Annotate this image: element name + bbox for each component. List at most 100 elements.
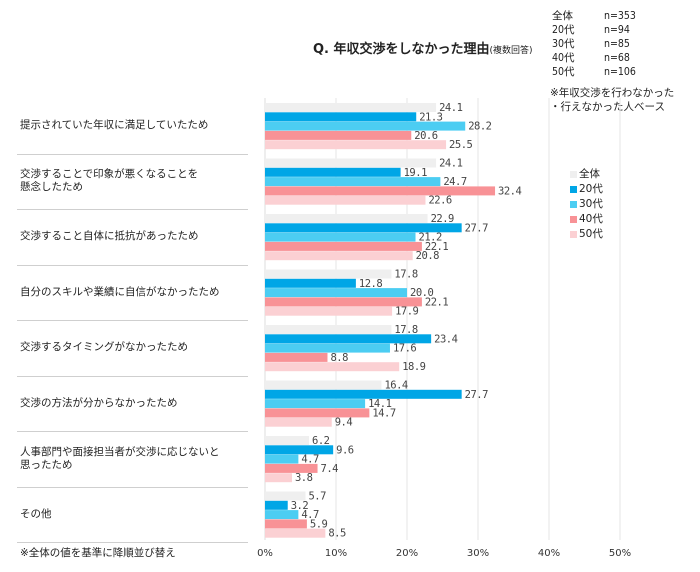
x-tick-label: 20% — [396, 548, 418, 559]
bar-30代 — [265, 177, 441, 187]
legend-item: 30代 — [570, 197, 603, 212]
category-label-text: 交渉すること自体に抵抗があったため — [20, 230, 199, 243]
sample-group: 50代 — [552, 66, 575, 78]
sample-row: 40代 n=68 — [552, 51, 636, 65]
sample-size-table: 全体 n=353 20代 n=94 30代 n=85 40代 n=68 50代 n=106 — [552, 9, 636, 79]
sample-n: n=106 — [604, 66, 636, 78]
sample-n: n=85 — [604, 38, 630, 50]
data-label: 8.8 — [330, 352, 348, 364]
sample-row: 全体 n=353 — [552, 9, 636, 23]
bar-50代 — [265, 362, 400, 372]
base-note: ※年収交渉を行わなかった ・行えなかった人ベース — [550, 86, 674, 114]
category-label: 交渉の方法が分からなかったため — [20, 376, 248, 432]
bar-50代 — [265, 251, 413, 261]
data-label: 24.1 — [439, 158, 462, 170]
data-label: 17.6 — [393, 343, 416, 355]
bar-20代 — [265, 112, 417, 122]
category-label-text: 交渉するタイミングがなかったため — [20, 341, 188, 354]
bar-30代 — [265, 454, 299, 464]
category-label-line: 懸念したため — [20, 181, 83, 194]
data-label: 18.9 — [402, 361, 425, 373]
category-separator — [17, 153, 248, 155]
legend-label: 50代 — [579, 228, 603, 240]
data-label: 5.9 — [310, 518, 328, 530]
bar-30代 — [265, 232, 416, 242]
x-tick-label: 40% — [538, 548, 560, 559]
bar-20代 — [265, 278, 356, 288]
legend-swatch — [570, 186, 577, 193]
legend-swatch — [570, 231, 577, 238]
bar-全体 — [265, 325, 392, 334]
x-tick-label: 30% — [467, 548, 489, 559]
category-label-text: 提示されていた年収に満足していたため — [20, 119, 208, 132]
x-tick-label: 50% — [609, 548, 631, 559]
data-label: 19.1 — [404, 167, 427, 179]
category-separator — [17, 264, 248, 266]
data-label: 17.8 — [394, 324, 417, 336]
data-label: 14.7 — [372, 407, 395, 419]
category-label: 交渉することで印象が悪くなることを 懸念したため — [20, 154, 248, 210]
bar-30代 — [265, 121, 466, 131]
data-label: 20.8 — [416, 250, 439, 262]
base-note-line: ※年収交渉を行わなかった — [550, 87, 675, 99]
category-label: 提示されていた年収に満足していたため — [20, 98, 248, 154]
data-label: 9.4 — [335, 417, 353, 429]
sample-group: 20代 — [552, 24, 575, 36]
legend-label: 30代 — [579, 198, 603, 210]
bar-全体 — [265, 158, 437, 168]
bar-20代 — [265, 223, 462, 233]
data-label: 27.7 — [465, 389, 488, 401]
data-label: 22.6 — [428, 195, 451, 207]
legend-swatch — [570, 216, 577, 223]
data-label: 28.2 — [468, 121, 491, 133]
chart-title-main: Q. 年収交渉をしなかった理由 — [313, 42, 490, 57]
legend-item: 20代 — [570, 182, 603, 197]
data-label: 20.6 — [414, 130, 437, 142]
category-label: その他 — [20, 487, 248, 543]
category-label-line: 交渉することで印象が悪くなることを — [20, 168, 199, 181]
bar-40代 — [265, 352, 328, 362]
category-separator — [17, 375, 248, 377]
legend: 全体 20代 30代 40代 50代 — [570, 167, 603, 242]
data-label: 6.2 — [312, 435, 330, 447]
category-label-line: 思ったため — [20, 458, 73, 471]
category-label-text: 自分のスキルや業績に自信がなかったため — [20, 286, 220, 299]
data-label: 22.1 — [425, 241, 448, 253]
data-label: 21.2 — [419, 232, 442, 244]
chart-title: Q. 年収交渉をしなかった理由(複数回答) — [313, 38, 533, 57]
category-separator — [17, 542, 248, 543]
data-label: 12.8 — [359, 278, 382, 290]
category-separator — [17, 431, 248, 432]
data-label: 25.5 — [449, 139, 472, 151]
category-label-line: 人事部門や面接担当者が交渉に応じないと — [20, 445, 220, 458]
data-label: 3.2 — [291, 500, 309, 512]
bar-20代 — [265, 389, 462, 399]
data-label: 22.1 — [425, 296, 448, 308]
data-label: 4.7 — [301, 509, 319, 521]
category-separator — [17, 486, 248, 488]
sample-group: 全体 — [552, 10, 573, 22]
legend-item: 全体 — [570, 167, 603, 182]
bar-20代 — [265, 334, 432, 344]
data-label: 14.1 — [368, 398, 391, 410]
bar-50代 — [265, 306, 393, 316]
bar-50代 — [265, 195, 426, 205]
data-label: 7.4 — [321, 463, 339, 475]
bar-30代 — [265, 399, 366, 409]
sample-n: n=68 — [604, 52, 630, 64]
sample-n: n=94 — [604, 24, 630, 36]
category-label-text: 交渉することで印象が悪くなることを 懸念したため — [20, 168, 198, 194]
bar-全体 — [265, 380, 382, 390]
legend-swatch — [570, 201, 577, 208]
bar-20代 — [265, 167, 401, 177]
bar-50代 — [265, 140, 447, 150]
category-label-text: 交渉の方法が分からなかったため — [20, 397, 178, 410]
bar-30代 — [265, 510, 299, 520]
data-label: 22.9 — [431, 213, 454, 225]
bar-40代 — [265, 297, 422, 307]
legend-item: 40代 — [570, 212, 603, 227]
chart-title-sub: (複数回答) — [489, 46, 533, 56]
data-label: 20.0 — [410, 287, 433, 299]
category-separator — [17, 209, 248, 210]
